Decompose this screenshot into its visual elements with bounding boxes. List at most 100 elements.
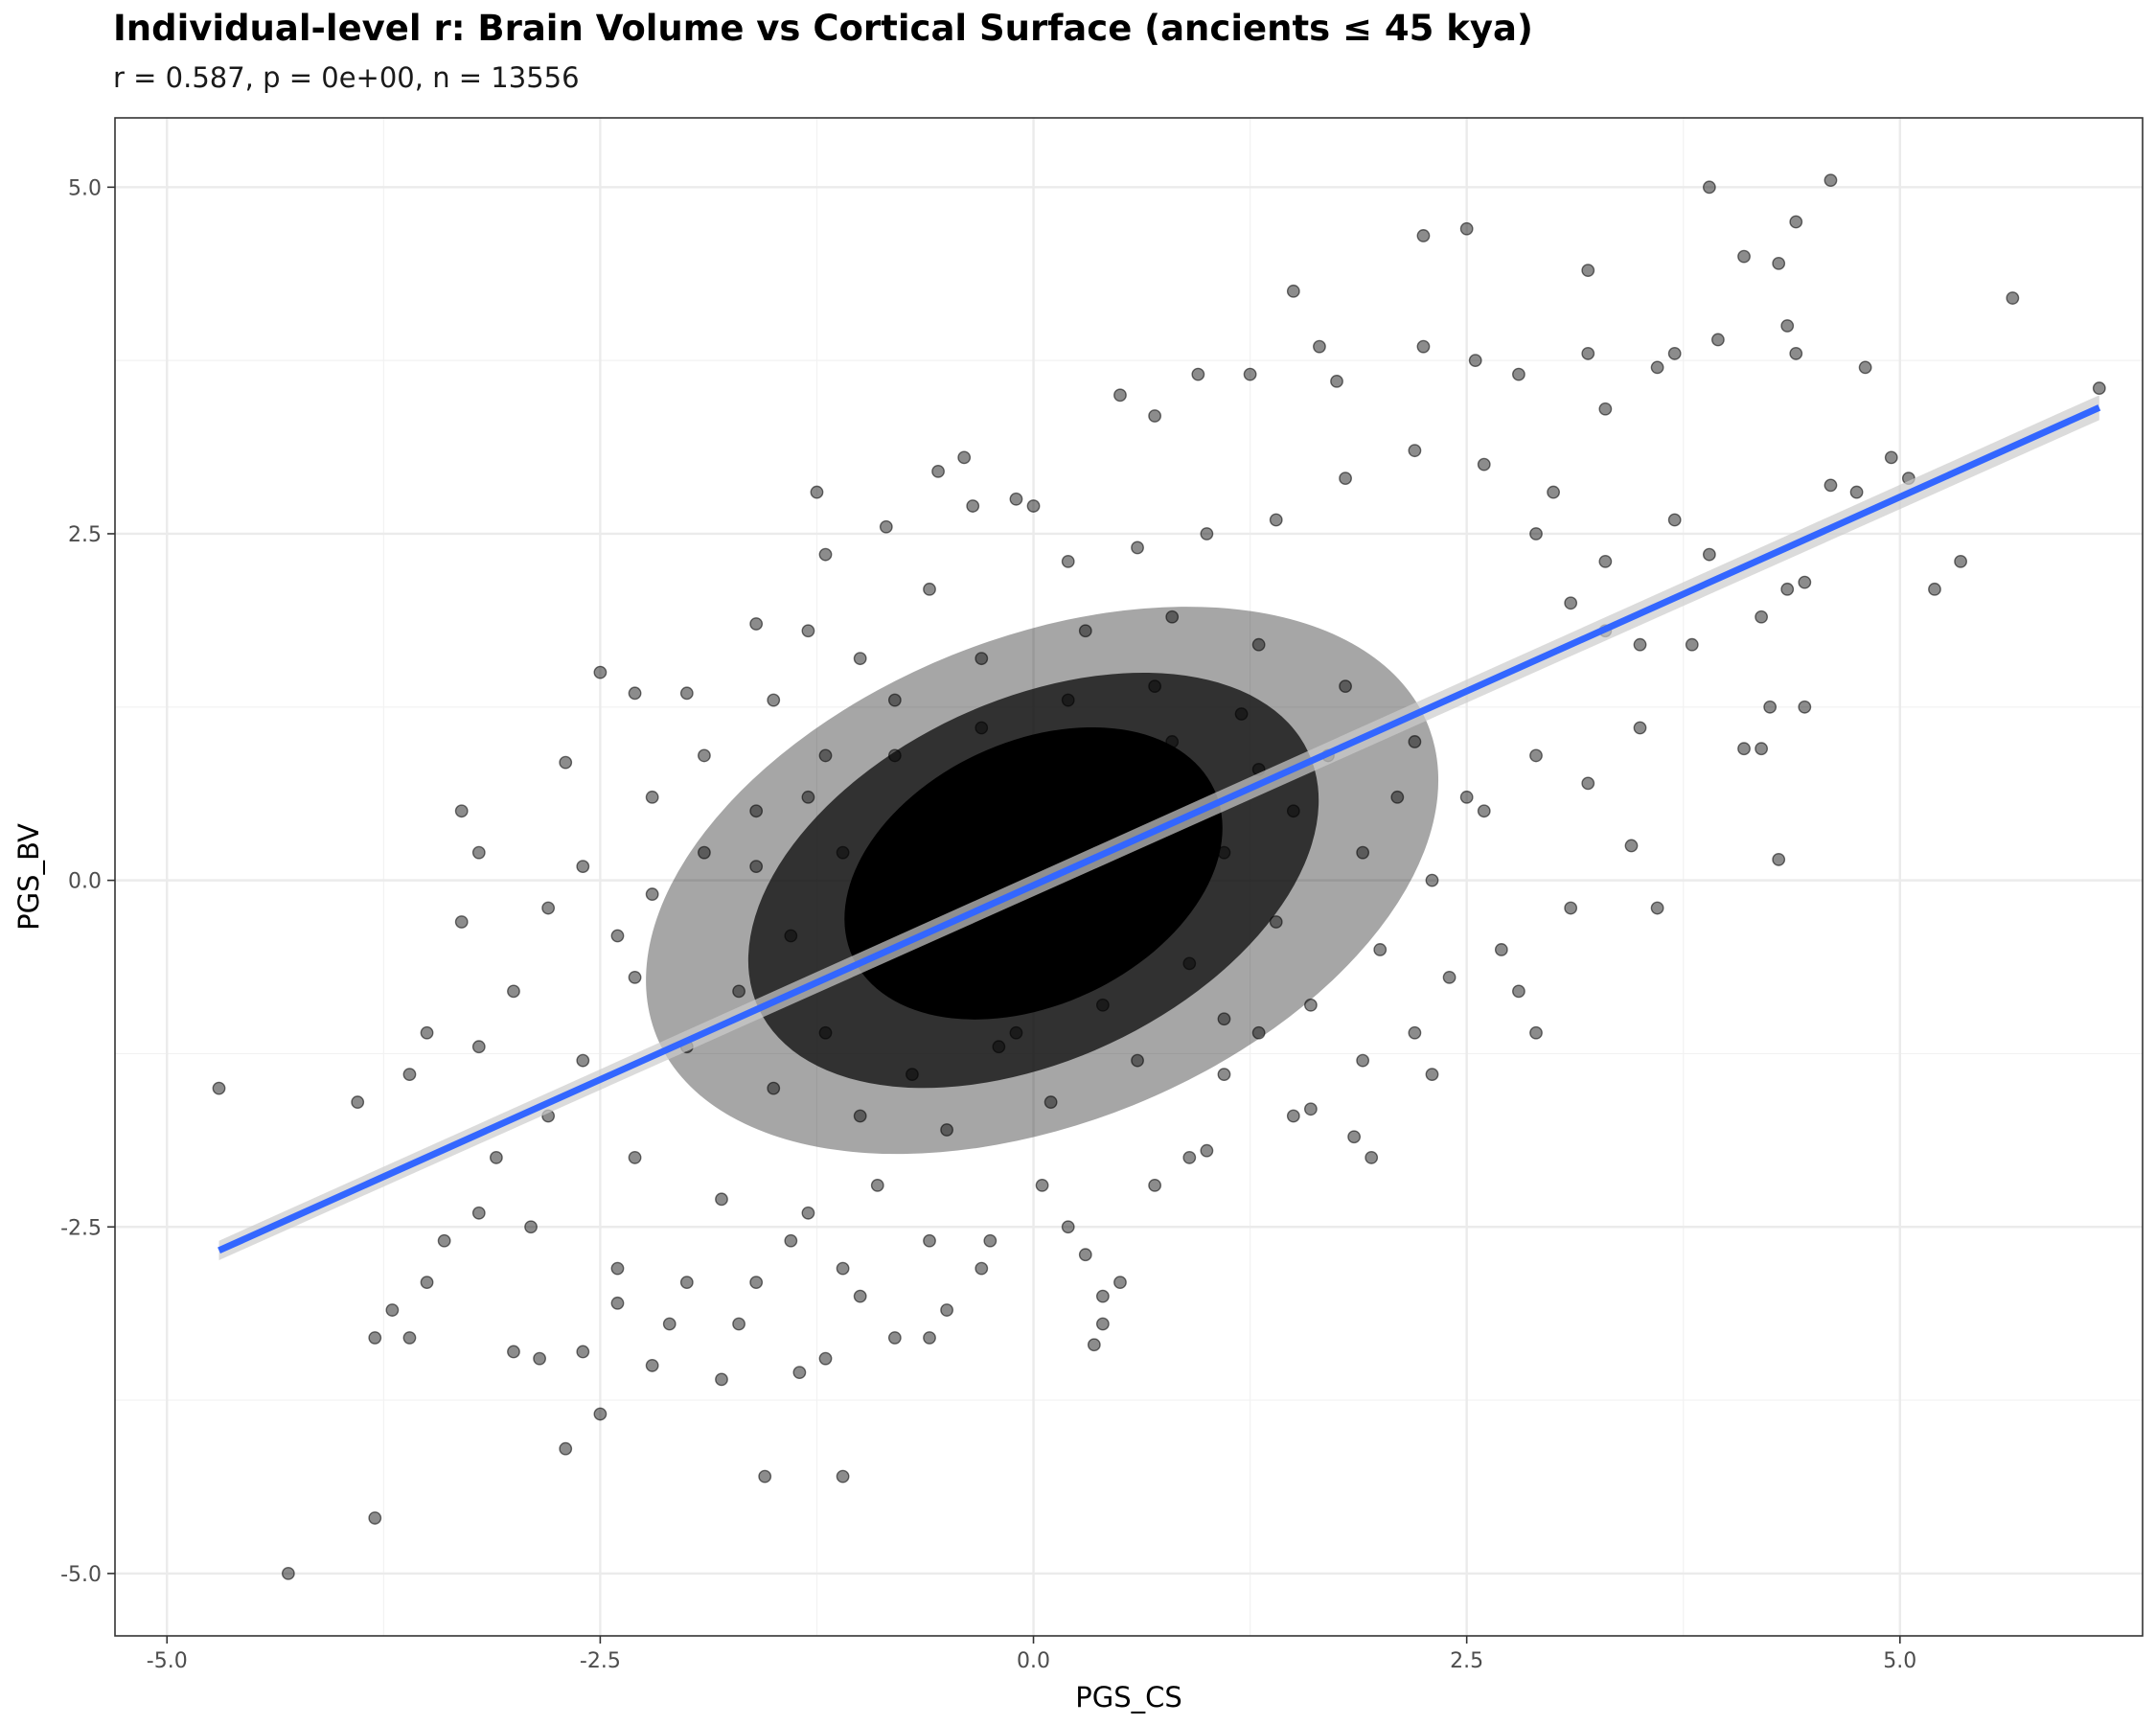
data-point xyxy=(1884,450,1898,465)
data-point xyxy=(887,693,902,707)
data-point xyxy=(749,804,764,818)
y-tick-label: 0.0 xyxy=(68,870,102,894)
data-point xyxy=(715,1192,728,1207)
data-point xyxy=(1442,970,1456,984)
data-point xyxy=(810,485,824,499)
data-point xyxy=(1954,555,1968,568)
data-point xyxy=(593,1407,608,1421)
data-point xyxy=(1772,853,1786,866)
data-point xyxy=(1737,742,1751,756)
data-point xyxy=(1078,1248,1092,1262)
data-point xyxy=(645,790,659,804)
data-point xyxy=(749,860,764,874)
data-point xyxy=(1373,943,1388,956)
data-point xyxy=(1087,1338,1101,1352)
data-point xyxy=(576,1053,590,1068)
data-point xyxy=(749,1276,764,1290)
data-point xyxy=(1564,901,1578,915)
data-point xyxy=(1131,1053,1144,1068)
data-point xyxy=(454,804,469,818)
data-point xyxy=(1667,347,1682,360)
data-point xyxy=(931,464,945,478)
data-point xyxy=(801,624,815,638)
data-point xyxy=(1858,360,1872,375)
data-point xyxy=(698,845,711,860)
data-point xyxy=(940,1123,954,1137)
data-point xyxy=(610,1296,625,1310)
data-point xyxy=(454,915,469,929)
data-point xyxy=(923,1331,936,1345)
data-point xyxy=(559,1441,573,1456)
data-point xyxy=(836,1469,850,1484)
data-point xyxy=(437,1233,451,1248)
data-point xyxy=(1200,1143,1214,1158)
data-point xyxy=(1789,347,1803,360)
data-point xyxy=(1286,1109,1300,1123)
data-point xyxy=(1269,915,1283,929)
data-point xyxy=(1113,388,1127,402)
data-point xyxy=(887,1331,902,1345)
data-point xyxy=(420,1276,434,1290)
data-point xyxy=(1667,513,1682,527)
data-point xyxy=(853,1289,867,1303)
x-tick-label: 0.0 xyxy=(1017,1649,1050,1673)
data-point xyxy=(1035,1178,1049,1192)
data-point xyxy=(1339,472,1352,486)
data-point xyxy=(1026,499,1041,513)
data-point xyxy=(1113,1276,1127,1290)
data-point xyxy=(923,582,936,596)
data-point xyxy=(1823,173,1838,187)
data-point xyxy=(732,984,745,999)
data-point xyxy=(801,1206,815,1220)
x-tick-label: 5.0 xyxy=(1883,1649,1916,1673)
data-point xyxy=(1408,444,1422,458)
data-point xyxy=(853,652,867,666)
data-point xyxy=(1217,1068,1231,1082)
data-point xyxy=(524,1220,538,1234)
data-point xyxy=(1408,1025,1422,1040)
data-point xyxy=(1650,360,1664,375)
data-point xyxy=(1416,339,1431,354)
data-point xyxy=(1763,700,1778,714)
data-point xyxy=(2092,381,2106,395)
data-point xyxy=(1529,1025,1543,1040)
data-point xyxy=(1512,984,1525,999)
data-point xyxy=(1755,742,1769,756)
data-point xyxy=(1755,610,1769,624)
data-point xyxy=(698,748,711,763)
data-point xyxy=(1633,637,1647,652)
data-point xyxy=(1529,527,1543,540)
data-point xyxy=(628,1151,642,1164)
x-axis-ticks: -5.0 -2.5 0.0 2.5 5.0 xyxy=(147,1636,1916,1673)
data-point xyxy=(351,1095,365,1109)
data-point xyxy=(758,1469,772,1484)
data-point xyxy=(679,686,694,701)
data-point xyxy=(402,1331,417,1345)
data-point xyxy=(1044,1095,1058,1109)
data-point xyxy=(1494,943,1508,956)
data-point xyxy=(1633,721,1647,735)
data-point xyxy=(1581,776,1595,791)
fit-line-group xyxy=(218,395,2101,1260)
data-point xyxy=(1303,1102,1318,1116)
data-point xyxy=(818,547,833,562)
data-point xyxy=(1339,679,1352,693)
x-tick-label: -2.5 xyxy=(580,1649,621,1673)
data-point xyxy=(1286,284,1300,298)
data-point xyxy=(1182,1151,1197,1164)
data-point xyxy=(212,1081,226,1095)
data-point xyxy=(471,845,486,860)
data-point xyxy=(576,1345,590,1359)
data-point xyxy=(1131,540,1144,555)
data-point xyxy=(1313,339,1326,354)
data-point xyxy=(2006,291,2020,305)
data-point xyxy=(1009,492,1023,506)
data-point xyxy=(507,1345,520,1359)
data-point xyxy=(870,1178,884,1192)
data-point xyxy=(1772,256,1786,270)
data-point xyxy=(471,1206,486,1220)
data-point xyxy=(1789,215,1803,229)
data-point xyxy=(879,519,893,534)
data-point xyxy=(610,929,625,943)
data-point xyxy=(1243,367,1257,381)
